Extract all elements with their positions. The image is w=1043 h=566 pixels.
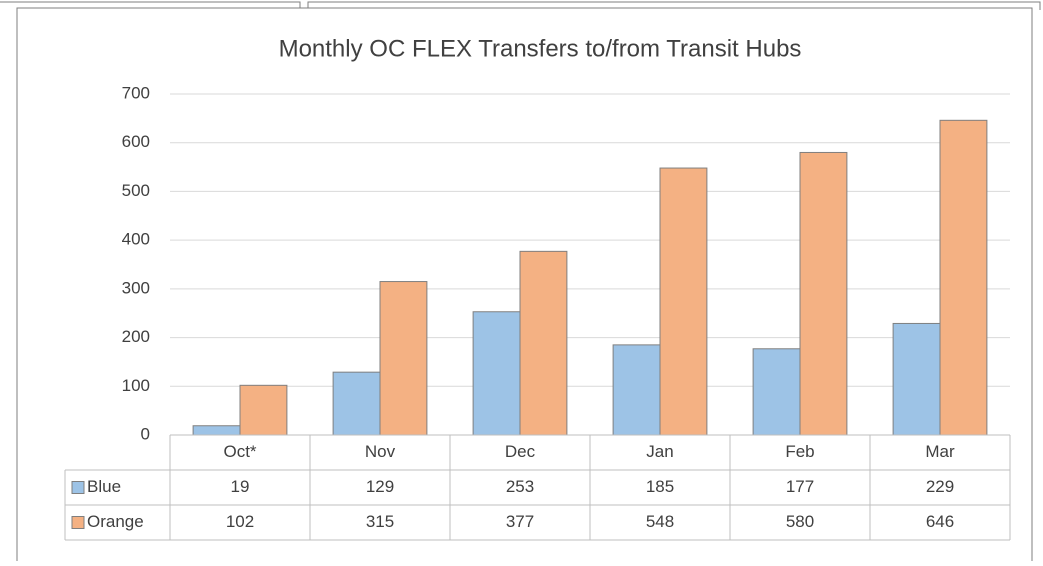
legend-swatch xyxy=(71,516,85,529)
bar xyxy=(519,250,568,436)
x-tick-label: Mar xyxy=(925,442,955,461)
legend-swatch xyxy=(71,481,85,494)
bar xyxy=(192,425,241,436)
x-tick-label: Nov xyxy=(365,442,396,461)
bar xyxy=(472,311,521,436)
x-tick-label: Dec xyxy=(505,442,536,461)
table-value: 229 xyxy=(926,477,954,496)
bar xyxy=(379,281,428,436)
frame-fragment xyxy=(307,1,1041,10)
bar xyxy=(332,371,381,436)
table-value: 19 xyxy=(231,477,250,496)
table-value: 548 xyxy=(646,512,674,531)
legend-label: Orange xyxy=(87,512,144,531)
table-value: 315 xyxy=(366,512,394,531)
bar xyxy=(612,344,661,436)
bar xyxy=(239,384,288,436)
x-tick-label: Oct* xyxy=(223,442,256,461)
bar xyxy=(799,151,848,436)
table-value: 177 xyxy=(786,477,814,496)
bar xyxy=(892,322,941,436)
bar xyxy=(752,348,801,436)
table-value: 185 xyxy=(646,477,674,496)
table-value: 253 xyxy=(506,477,534,496)
y-tick-label: 700 xyxy=(122,83,150,102)
bar xyxy=(659,167,708,436)
x-tick-label: Jan xyxy=(646,442,673,461)
x-tick-label: Feb xyxy=(785,442,814,461)
frame-fragment xyxy=(0,1,301,10)
table-value: 129 xyxy=(366,477,394,496)
y-tick-label: 600 xyxy=(122,132,150,151)
table-value: 646 xyxy=(926,512,954,531)
y-tick-label: 200 xyxy=(122,327,150,346)
bar xyxy=(939,119,988,436)
y-tick-label: 500 xyxy=(122,181,150,200)
legend-label: Blue xyxy=(87,477,121,496)
table-value: 580 xyxy=(786,512,814,531)
table-value: 102 xyxy=(226,512,254,531)
y-tick-label: 100 xyxy=(122,376,150,395)
y-tick-label: 400 xyxy=(122,230,150,249)
y-tick-label: 0 xyxy=(141,424,150,443)
table-value: 377 xyxy=(506,512,534,531)
y-tick-label: 300 xyxy=(122,278,150,297)
chart-title: Monthly OC FLEX Transfers to/from Transi… xyxy=(279,35,802,62)
